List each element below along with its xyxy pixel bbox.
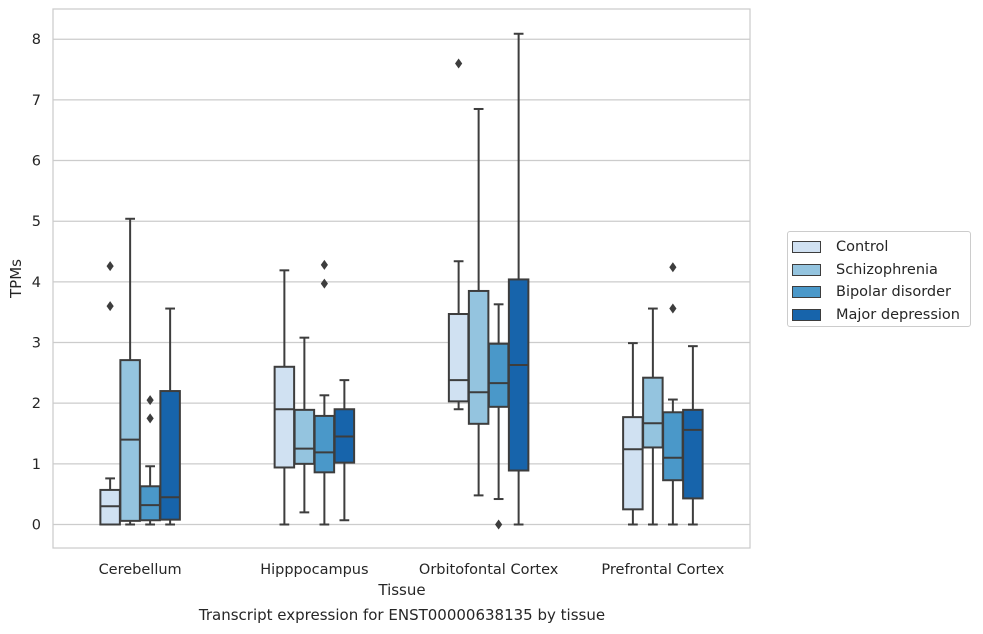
x-tick-label: Orbitofontal Cortex (419, 562, 559, 578)
box (622, 416, 644, 511)
box (273, 365, 296, 469)
box-group (99, 261, 121, 526)
box-group (662, 262, 684, 526)
y-tick-label: 4 (32, 275, 41, 291)
x-tick-label: Hipppocampus (260, 562, 368, 578)
box (507, 278, 530, 472)
outlier-point (146, 395, 154, 406)
y-tick-label: 3 (32, 336, 41, 352)
box-group (333, 379, 356, 522)
box-series (99, 32, 704, 530)
y-axis-label: TPMs (7, 259, 25, 299)
box (682, 408, 704, 500)
box-group (119, 217, 141, 526)
y-axis-ticks: 0 1 2 3 4 5 6 7 8 (32, 32, 41, 533)
box-group (467, 107, 490, 497)
legend-label: Schizophrenia (836, 261, 938, 278)
outlier-point (320, 259, 328, 270)
outlier-point (455, 58, 463, 69)
outlier-point (669, 303, 677, 314)
x-tick-label: Cerebellum (99, 562, 182, 578)
box-group (642, 307, 664, 526)
y-tick-label: 8 (32, 32, 41, 48)
box-group (273, 269, 296, 526)
box (447, 313, 470, 403)
x-axis-ticks: Cerebellum Hipppocampus Orbitofontal Corte… (99, 562, 725, 578)
box-group (293, 336, 316, 514)
y-tick-label: 5 (32, 214, 41, 230)
legend: Control Schizophrenia Bipolar disorder M… (787, 231, 971, 327)
y-tick-label: 6 (32, 154, 41, 170)
legend-item-bipolar-disorder: Bipolar disorder (792, 281, 970, 304)
box-group (507, 32, 530, 526)
legend-label: Bipolar disorder (836, 284, 951, 301)
legend-swatch (792, 308, 821, 321)
box-group (139, 395, 161, 526)
legend-item-control: Control (792, 236, 970, 259)
box (642, 376, 664, 449)
box (662, 411, 684, 482)
outlier-point (106, 261, 114, 272)
box (293, 408, 316, 465)
box (139, 485, 161, 522)
box-group (447, 58, 470, 411)
y-tick-label: 1 (32, 457, 41, 473)
legend-item-major-depression: Major depression (792, 304, 970, 327)
box (313, 414, 336, 474)
y-tick-label: 7 (32, 93, 41, 109)
legend-item-schizophrenia: Schizophrenia (792, 259, 970, 282)
gridlines (53, 38, 750, 526)
legend-swatch (792, 286, 821, 299)
box-group (622, 342, 644, 526)
legend-label: Control (836, 239, 889, 256)
box (487, 342, 510, 408)
box (159, 390, 181, 521)
outlier-point (106, 301, 114, 312)
outlier-point (495, 519, 503, 530)
box (467, 289, 490, 425)
y-tick-label: 2 (32, 396, 41, 412)
box-group (682, 345, 704, 526)
box-group (487, 303, 510, 530)
legend-label: Major depression (836, 306, 960, 323)
x-tick-label: Prefrontal Cortex (601, 562, 724, 578)
chart-caption: Transcript expression for ENST0000063813… (198, 606, 606, 624)
outlier-point (669, 262, 677, 273)
box-group (313, 259, 336, 526)
outlier-point (320, 278, 328, 289)
box-group (159, 307, 181, 526)
legend-swatch (792, 263, 821, 276)
x-axis-label: Tissue (377, 581, 425, 599)
legend-swatch (792, 241, 821, 254)
outlier-point (146, 413, 154, 424)
plot-area-frame (52, 8, 751, 549)
y-tick-label: 0 (32, 518, 41, 534)
